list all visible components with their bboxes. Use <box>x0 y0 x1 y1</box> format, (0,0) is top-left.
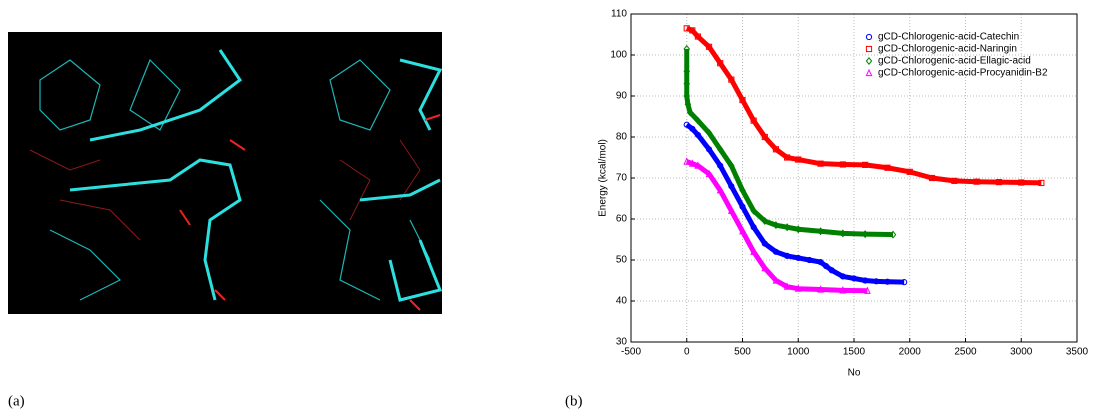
x-tick-label: 0 <box>684 347 690 358</box>
x-tick-label: 2000 <box>899 347 922 358</box>
y-tick-label: 100 <box>610 50 627 61</box>
y-tick-label: 60 <box>616 214 628 225</box>
y-tick-label: 70 <box>616 173 628 184</box>
legend-marker <box>866 70 871 76</box>
x-tick-label: 3000 <box>1010 347 1033 358</box>
legend-label: gCD-Chlorogenic-acid-Naringin <box>878 44 1017 55</box>
x-tick-label: 3500 <box>1066 347 1089 358</box>
x-tick-label: 1500 <box>843 347 866 358</box>
series-trace <box>687 49 893 235</box>
legend-label: gCD-Chlorogenic-acid-Ellagic-acid <box>878 56 1031 67</box>
legend-marker <box>866 46 871 51</box>
x-tick-label: 2500 <box>954 347 977 358</box>
x-tick-label: 1000 <box>787 347 810 358</box>
y-axis-label: Energy (kcal/mol) <box>598 139 609 217</box>
y-tick-label: 90 <box>616 91 628 102</box>
legend-label: gCD-Chlorogenic-acid-Procyanidin-B2 <box>878 68 1048 79</box>
molecule-image <box>8 32 442 314</box>
y-tick-label: 80 <box>616 132 628 143</box>
x-axis-label: No <box>848 368 861 379</box>
y-tick-label: 40 <box>616 296 628 307</box>
panel-label: (a) <box>8 393 25 409</box>
x-tick-label: 500 <box>734 347 751 358</box>
legend-marker <box>866 34 871 39</box>
x-tick-label: -500 <box>621 347 641 358</box>
legend-marker <box>866 58 871 64</box>
legend-label: gCD-Chlorogenic-acid-Catechin <box>878 32 1019 43</box>
figure: (a) (b) 30405060708090100110-50005001000… <box>0 0 1102 412</box>
y-tick-label: 110 <box>611 9 627 20</box>
panel-label: (b) <box>565 393 583 409</box>
y-tick-label: 50 <box>616 255 628 266</box>
